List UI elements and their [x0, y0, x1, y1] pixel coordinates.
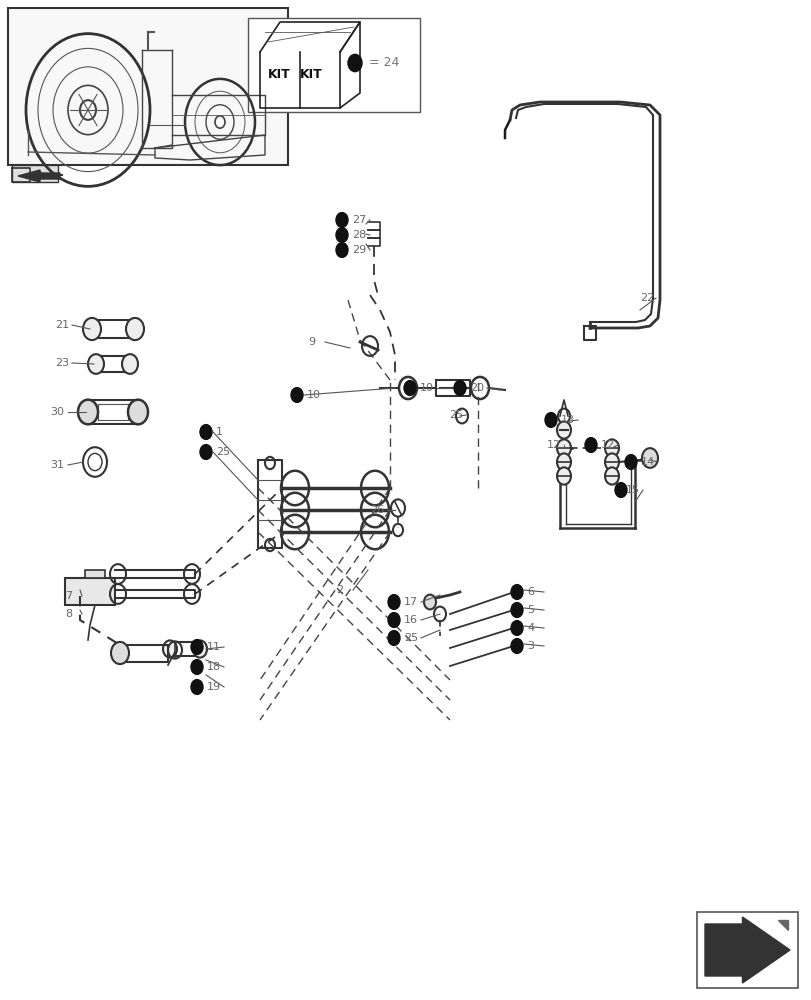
- Circle shape: [336, 228, 348, 242]
- Text: 26: 26: [370, 505, 384, 515]
- Text: 16: 16: [404, 615, 418, 625]
- Circle shape: [544, 413, 556, 427]
- Text: 8: 8: [65, 609, 72, 619]
- Circle shape: [423, 595, 436, 609]
- Circle shape: [604, 453, 618, 471]
- Text: 12: 12: [600, 440, 615, 450]
- Text: 13: 13: [560, 415, 574, 425]
- Circle shape: [200, 445, 212, 459]
- Text: 25: 25: [216, 447, 230, 457]
- Circle shape: [556, 453, 570, 471]
- Text: 15: 15: [625, 485, 639, 495]
- Circle shape: [200, 425, 212, 439]
- Circle shape: [404, 381, 415, 395]
- Text: 17: 17: [404, 597, 418, 607]
- Text: 12: 12: [547, 440, 560, 450]
- Text: 25: 25: [448, 410, 462, 420]
- Text: 29: 29: [351, 245, 366, 255]
- Text: 6: 6: [526, 587, 534, 597]
- Text: KIT: KIT: [299, 68, 322, 82]
- Text: 18: 18: [207, 662, 221, 672]
- Text: 21: 21: [55, 320, 69, 330]
- Circle shape: [191, 640, 203, 654]
- Circle shape: [88, 354, 104, 374]
- Text: 7: 7: [65, 591, 72, 601]
- Bar: [65, 578, 115, 605]
- Bar: [247, 18, 419, 112]
- Text: 22: 22: [639, 293, 654, 303]
- Bar: [85, 570, 105, 578]
- Circle shape: [290, 388, 303, 402]
- Circle shape: [191, 680, 203, 694]
- Bar: [12, 165, 58, 182]
- Circle shape: [336, 213, 348, 227]
- Circle shape: [556, 421, 570, 439]
- Circle shape: [556, 439, 570, 457]
- Text: 19: 19: [207, 682, 221, 692]
- Text: 27: 27: [351, 215, 366, 225]
- Text: 11: 11: [207, 642, 221, 652]
- Circle shape: [388, 613, 400, 627]
- Text: 2: 2: [336, 585, 343, 595]
- Circle shape: [604, 439, 618, 457]
- Polygon shape: [704, 917, 789, 983]
- Polygon shape: [777, 920, 787, 930]
- Circle shape: [128, 400, 148, 424]
- Circle shape: [122, 354, 138, 374]
- Circle shape: [193, 640, 207, 658]
- Text: 3: 3: [526, 641, 534, 651]
- Circle shape: [336, 243, 348, 257]
- Circle shape: [642, 448, 657, 468]
- Circle shape: [388, 595, 400, 609]
- Circle shape: [510, 621, 522, 635]
- Circle shape: [510, 603, 522, 617]
- Circle shape: [78, 400, 98, 424]
- Text: = 24: = 24: [368, 56, 399, 70]
- Circle shape: [510, 639, 522, 653]
- Bar: [8, 8, 288, 165]
- Circle shape: [111, 642, 129, 664]
- Text: 14: 14: [640, 457, 654, 467]
- Text: 9: 9: [307, 337, 315, 347]
- Circle shape: [624, 455, 636, 469]
- Text: 4: 4: [526, 623, 534, 633]
- Circle shape: [604, 467, 618, 485]
- Text: 31: 31: [50, 460, 64, 470]
- Text: 10: 10: [419, 383, 433, 393]
- Circle shape: [453, 381, 466, 395]
- Text: 28: 28: [351, 230, 366, 240]
- Text: 23: 23: [55, 358, 69, 368]
- Bar: [696, 912, 797, 988]
- Circle shape: [388, 631, 400, 645]
- Circle shape: [584, 438, 596, 452]
- Circle shape: [348, 54, 362, 72]
- Text: KIT: KIT: [268, 68, 290, 82]
- Circle shape: [614, 483, 626, 497]
- Text: 20: 20: [470, 383, 483, 393]
- Circle shape: [556, 467, 570, 485]
- Text: 1: 1: [216, 427, 223, 437]
- Circle shape: [510, 585, 522, 599]
- Circle shape: [126, 318, 144, 340]
- Circle shape: [191, 660, 203, 674]
- Text: 30: 30: [50, 407, 64, 417]
- Polygon shape: [18, 170, 60, 182]
- Circle shape: [83, 318, 101, 340]
- Circle shape: [163, 640, 177, 658]
- Text: 25: 25: [404, 633, 418, 643]
- Text: 5: 5: [526, 605, 534, 615]
- Text: 10: 10: [307, 390, 320, 400]
